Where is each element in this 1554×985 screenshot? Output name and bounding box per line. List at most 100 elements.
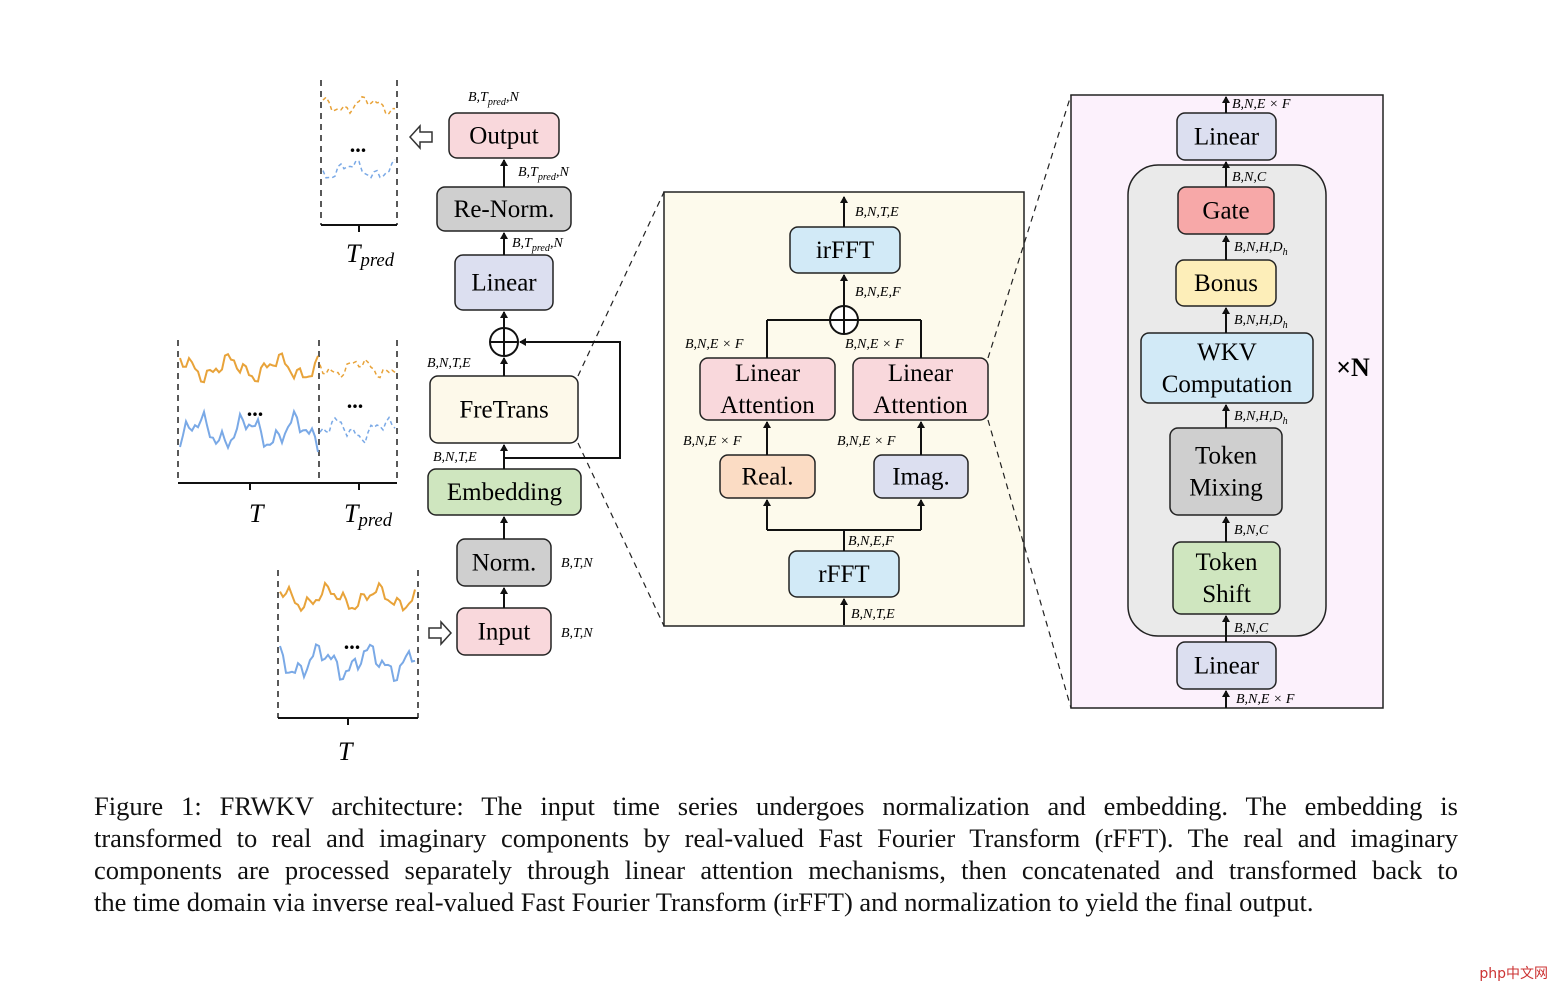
node-label: Gate — [1202, 198, 1249, 225]
node-label: Mixing — [1189, 475, 1263, 502]
input-arrow — [428, 620, 453, 646]
dim-label: B,N,C — [1234, 523, 1269, 538]
node-label: Linear — [1194, 124, 1260, 151]
dim-label: T — [249, 499, 265, 528]
node-box — [1169, 427, 1283, 516]
dim-text: ,N — [506, 90, 520, 105]
dim-text: B,N,H,D — [1234, 240, 1283, 255]
dim-label: B,N,H,Dh — [1234, 240, 1288, 258]
zoom-lines — [577, 94, 1072, 709]
dim-sub: pred — [531, 243, 551, 254]
node-label: Imag. — [892, 464, 950, 491]
node-label: irFFT — [816, 237, 874, 264]
dim-label: B,N,T,E — [851, 607, 895, 622]
dim-text: B,T — [512, 236, 533, 251]
node-box — [448, 112, 560, 159]
dim-text: B,N,T,E — [855, 205, 899, 220]
dim-sub: h — [1283, 320, 1288, 331]
dim-text: T — [344, 499, 360, 528]
node-label: Re-Norm. — [454, 196, 555, 223]
node-label: Linear — [735, 360, 801, 387]
node-label: Computation — [1162, 371, 1293, 398]
series-sketch — [179, 352, 319, 384]
repeat-label: ×N — [1336, 353, 1370, 382]
dim-label: B,N,E × F — [685, 337, 744, 352]
node-label: Attention — [873, 392, 968, 419]
ellipsis: ... — [344, 629, 361, 654]
caption-line: components are processed separately thro… — [94, 855, 1458, 885]
dim-text: B,N,E × F — [845, 337, 904, 352]
ellipsis: ... — [350, 132, 367, 157]
dim-label: B,N,E × F — [683, 434, 742, 449]
node-label: Token — [1195, 443, 1258, 470]
dim-label: B,T,N — [561, 626, 593, 641]
dim-text: ,N — [556, 165, 570, 180]
dim-label: B,N,H,Dh — [1234, 409, 1288, 427]
node-label: Output — [469, 123, 539, 150]
dim-text: B,T — [518, 165, 539, 180]
dim-text: B,N,C — [1234, 621, 1269, 636]
dim-text: B,N,H,D — [1234, 409, 1283, 424]
dim-text: B,N,T,E — [427, 356, 471, 371]
node-label: Embedding — [447, 479, 563, 506]
dim-label: B,Tpred,N — [468, 90, 519, 108]
dim-text: B,N,H,D — [1234, 313, 1283, 328]
node-label: Shift — [1202, 581, 1251, 608]
node-label: Linear — [1194, 653, 1260, 680]
node-label: Real. — [741, 464, 793, 491]
node-label: Token — [1195, 549, 1258, 576]
series-sketch — [279, 643, 416, 683]
series-sketch — [322, 95, 396, 116]
dim-label: B,N,E × F — [1232, 97, 1291, 112]
dim-text: B,N,E × F — [837, 434, 896, 449]
caption-line: Figure 1: FRWKV architecture: The input … — [94, 791, 1458, 821]
dim-text: B,N,C — [1232, 170, 1267, 185]
series-sketch — [319, 358, 396, 379]
dim-label: B,N,C — [1232, 170, 1267, 185]
series-sketch — [279, 580, 416, 613]
watermark: php中文网 — [1479, 966, 1548, 982]
node-label: rFFT — [818, 561, 869, 588]
caption-line: transformed to real and imaginary compon… — [94, 823, 1458, 853]
dim-label: B,N,H,Dh — [1234, 313, 1288, 331]
ellipsis: ... — [347, 388, 364, 413]
node-label: Linear — [471, 270, 537, 297]
dim-text: B,N,E × F — [1232, 97, 1291, 112]
dim-text: T — [249, 499, 265, 528]
dim-sub: h — [1283, 416, 1288, 427]
dim-text: B,N,T,E — [433, 450, 477, 465]
dim-sub: h — [1283, 247, 1288, 258]
dim-text: B,N,E,F — [855, 285, 901, 300]
dim-text: B,N,T,E — [851, 607, 895, 622]
dim-label: Tpred — [346, 239, 395, 271]
dim-text: B,N,E × F — [683, 434, 742, 449]
output-arrow — [408, 124, 433, 150]
dim-text: B,N,E × F — [1236, 692, 1295, 707]
caption-line: the time domain via inverse real-valued … — [94, 887, 1314, 917]
dim-label: Tpred — [344, 499, 393, 531]
dim-label: B,N,C — [1234, 621, 1269, 636]
dim-text: B,T,N — [561, 556, 593, 571]
dim-sub: pred — [356, 510, 392, 531]
dim-text: B,T,N — [561, 626, 593, 641]
node-label: Input — [478, 619, 531, 646]
series-sketch — [322, 159, 396, 179]
dim-sub: pred — [537, 172, 557, 183]
node-label: WKV — [1197, 339, 1257, 366]
dim-label: B,N,T,E — [427, 356, 471, 371]
dim-label: B,N,E,F — [848, 534, 894, 549]
series-sketch — [179, 408, 319, 453]
dim-label: B,N,T,E — [855, 205, 899, 220]
dim-sub: pred — [358, 250, 394, 271]
node-label: Bonus — [1194, 270, 1258, 297]
dim-text: ,N — [550, 236, 564, 251]
dim-label: B,Tpred,N — [512, 236, 563, 254]
dim-text: B,N,C — [1234, 523, 1269, 538]
dim-label: B,N,E,F — [855, 285, 901, 300]
node-label: Attention — [720, 392, 815, 419]
dim-text: T — [346, 239, 362, 268]
dim-text: B,N,E × F — [685, 337, 744, 352]
node-label: FreTrans — [459, 397, 548, 424]
